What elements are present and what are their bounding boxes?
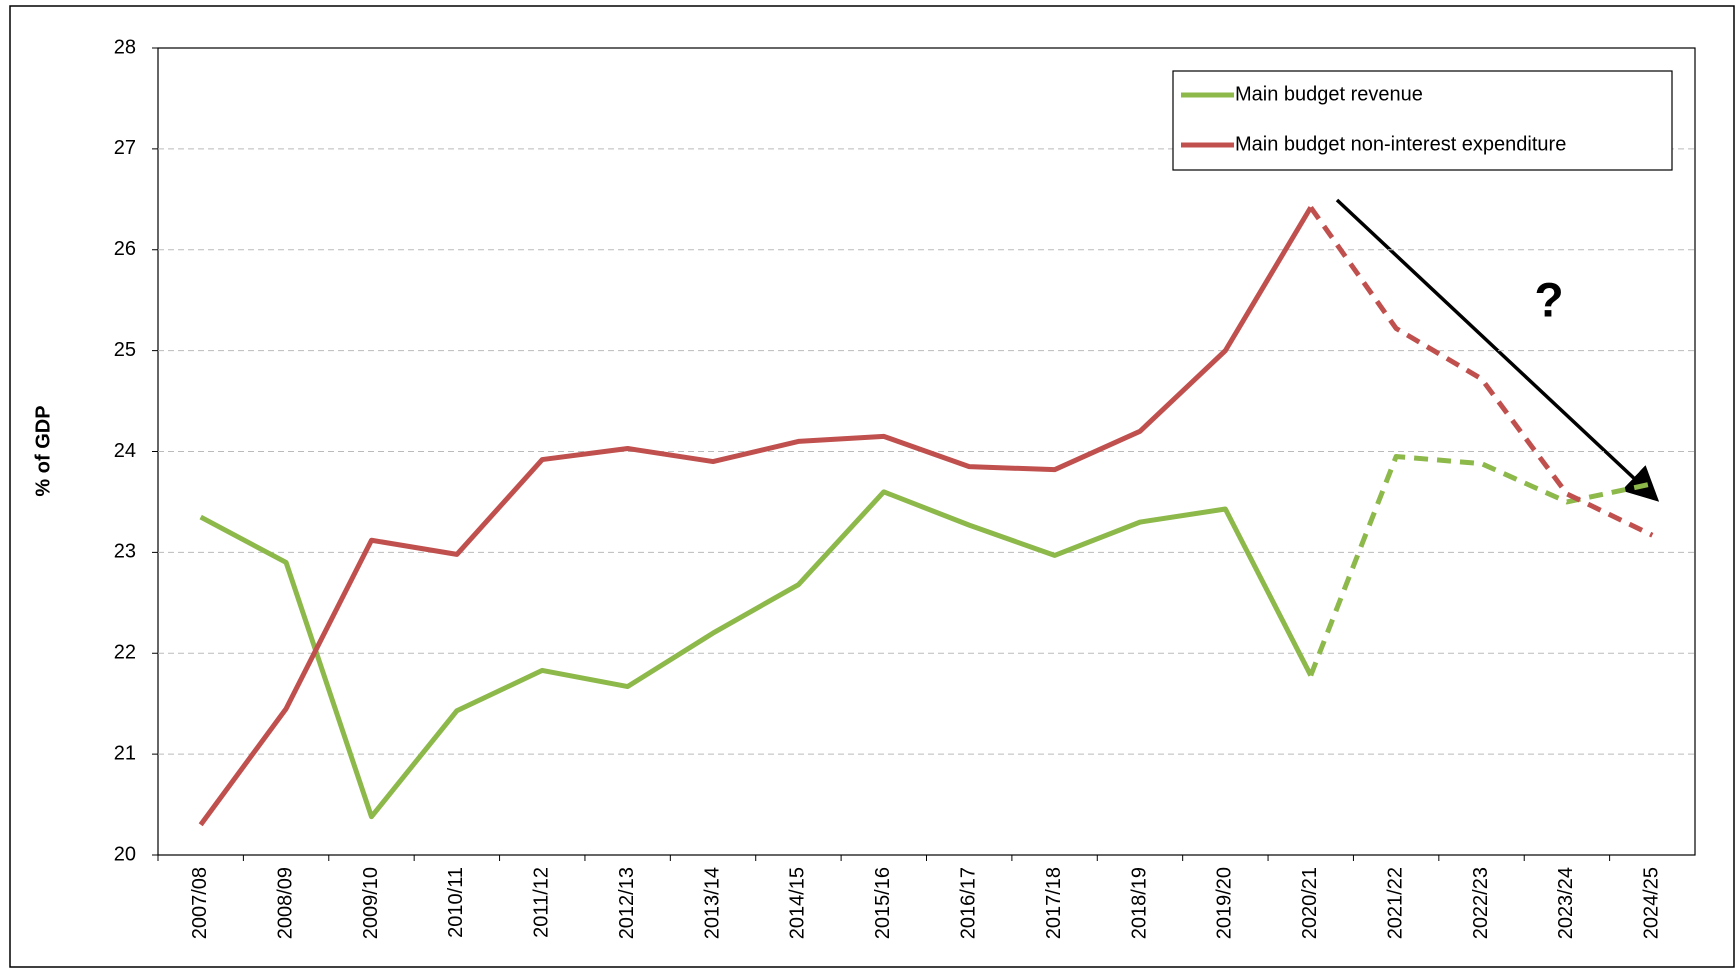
x-tick-label: 2007/08 (189, 867, 211, 939)
x-tick-label: 2024/25 (1641, 867, 1663, 939)
series-line (199, 489, 1313, 820)
y-tick-label: 25 (114, 339, 136, 361)
y-tick-label: 20 (114, 843, 136, 865)
y-tick-label: 28 (114, 36, 136, 58)
x-tick-label: 2021/22 (1384, 867, 1406, 939)
y-tick-label: 27 (114, 137, 136, 159)
x-tick-label: 2022/23 (1470, 867, 1492, 939)
x-tick-label: 2011/12 (531, 867, 553, 938)
y-axis-label: % of GDP (32, 405, 54, 496)
series-line (1308, 454, 1653, 677)
y-tick-label: 26 (114, 238, 136, 260)
y-tick-label: 24 (114, 440, 136, 462)
x-tick-label: 2008/09 (274, 867, 296, 939)
y-tick-label: 21 (114, 742, 136, 764)
frame (9, 5, 1735, 968)
series-line (1308, 205, 1654, 538)
x-tick-label: 2014/15 (787, 867, 809, 939)
annotation: ? (1534, 275, 1563, 328)
x-tick-label: 2012/13 (616, 867, 638, 939)
legend-box (1172, 70, 1673, 171)
x-tick-label: 2010/11 (445, 867, 467, 938)
series-line (198, 206, 1313, 827)
x-tick-label: 2009/10 (360, 867, 382, 939)
x-tick-label: 2023/24 (1555, 867, 1577, 939)
x-tick-label: 2019/20 (1214, 867, 1236, 939)
legend-label: Main budget revenue (1235, 83, 1423, 105)
x-tick-label: 2015/16 (872, 867, 894, 939)
x-tick-label: 2020/21 (1299, 867, 1321, 939)
x-tick-label: 2018/19 (1128, 867, 1150, 939)
trend-arrow (1335, 198, 1660, 502)
legend-label: Main budget non-interest expenditure (1235, 133, 1566, 155)
y-tick-label: 23 (114, 541, 136, 563)
x-tick-label: 2013/14 (701, 867, 723, 939)
x-tick-label: 2017/18 (1043, 867, 1065, 939)
x-tick-label: 2016/17 (957, 867, 979, 939)
y-tick-label: 22 (114, 642, 136, 664)
